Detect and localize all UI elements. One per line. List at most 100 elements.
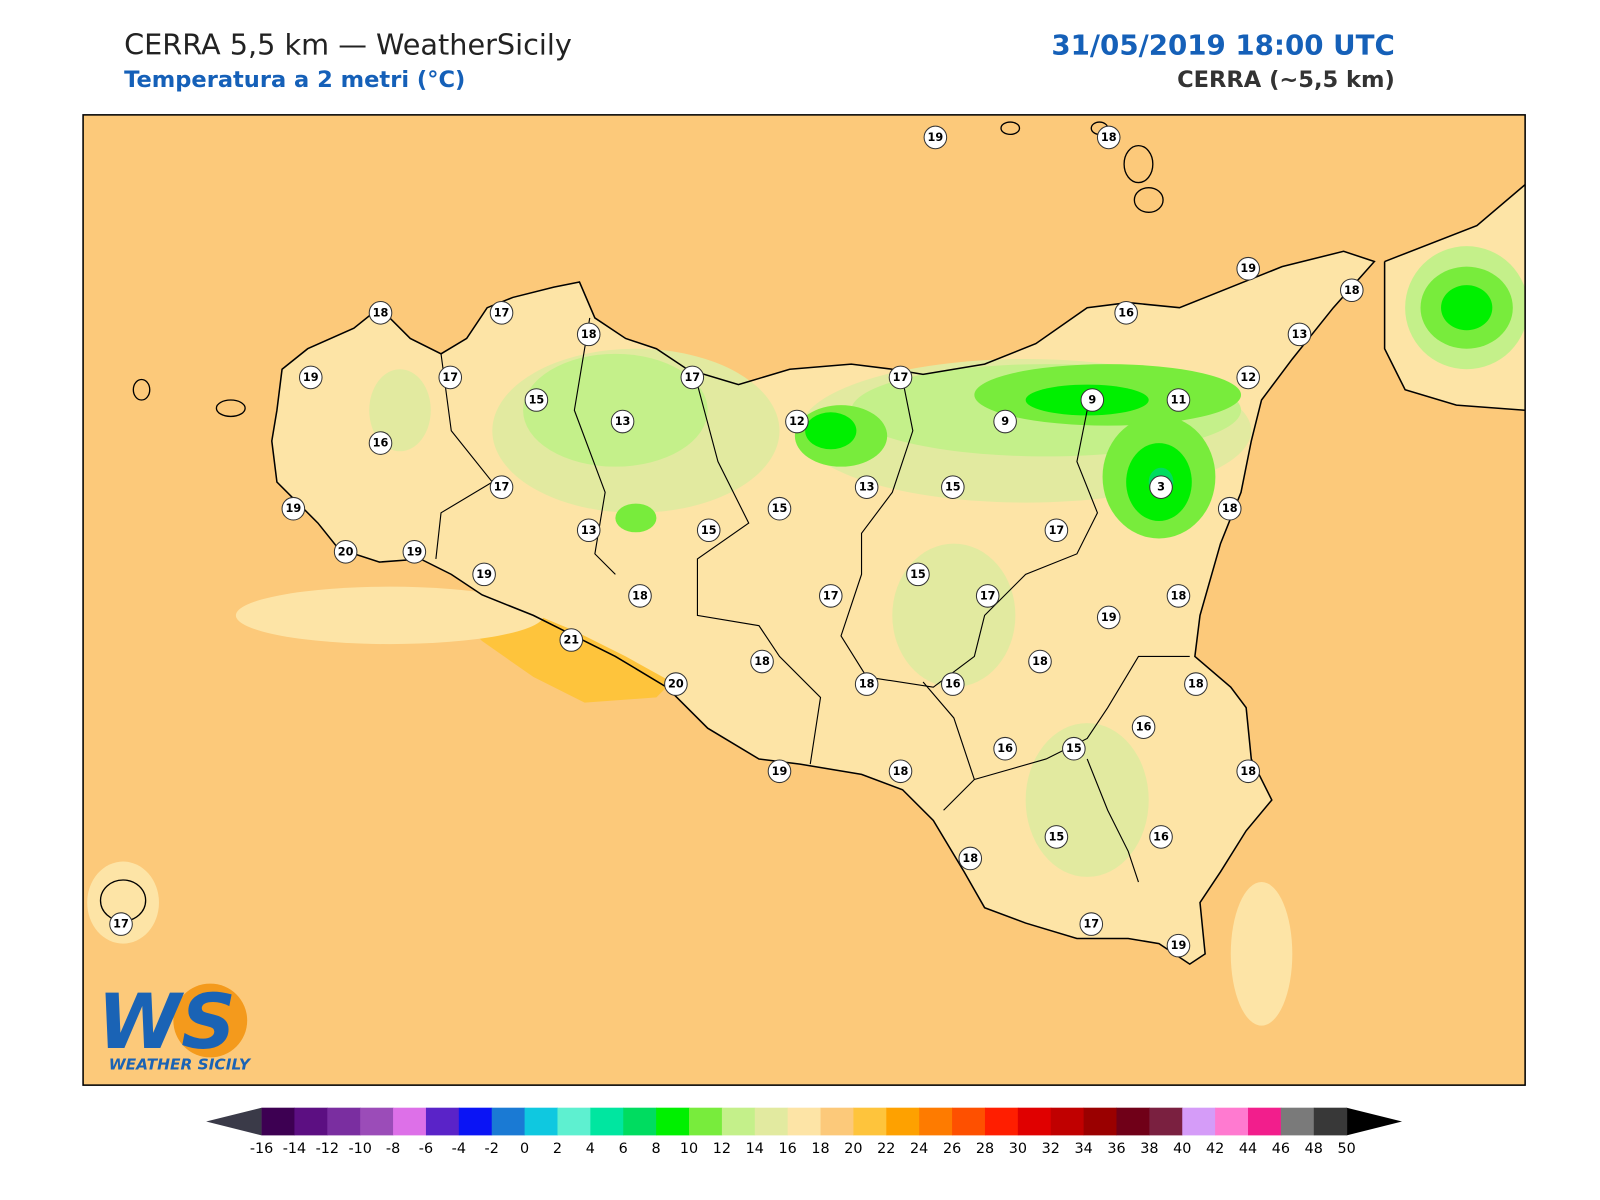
colorbar-tick-label: 40 bbox=[1173, 1141, 1191, 1157]
colorbar-tick-label: 22 bbox=[877, 1141, 895, 1157]
station-marker bbox=[1166, 584, 1191, 608]
station-value: 17 bbox=[823, 589, 839, 602]
station-marker bbox=[750, 649, 774, 674]
colorbar-tick-label: 8 bbox=[652, 1141, 661, 1157]
station-value: 15 bbox=[529, 394, 545, 407]
temp-area bbox=[369, 369, 431, 452]
colorbar-tick-label: -4 bbox=[452, 1141, 466, 1157]
temp-area bbox=[805, 412, 857, 450]
colorbar-swatch bbox=[458, 1107, 493, 1136]
station-value: 19 bbox=[1101, 611, 1117, 624]
colorbar-tick-label: 10 bbox=[680, 1141, 698, 1157]
station-marker bbox=[576, 322, 601, 347]
station-value: 15 bbox=[701, 524, 717, 537]
station-value: 15 bbox=[945, 481, 961, 494]
station-marker bbox=[1236, 365, 1260, 390]
station-value: 18 bbox=[1101, 131, 1117, 144]
colorbar-under bbox=[206, 1107, 262, 1136]
colorbar-tick-label: -8 bbox=[386, 1141, 400, 1157]
station-marker bbox=[1236, 256, 1260, 281]
station-value: 20 bbox=[668, 678, 684, 691]
station-marker bbox=[489, 301, 514, 325]
colorbar-tick-label: 18 bbox=[811, 1141, 829, 1157]
station-marker bbox=[664, 672, 688, 696]
colorbar-tick-label: 26 bbox=[943, 1141, 961, 1157]
colorbar-swatch bbox=[886, 1107, 920, 1136]
datetime: 31/05/2019 18:00 UTC bbox=[1051, 28, 1394, 61]
station-marker bbox=[975, 584, 1000, 608]
colorbar-swatch bbox=[853, 1107, 887, 1136]
province-border bbox=[696, 384, 822, 765]
logo-sun bbox=[173, 983, 248, 1058]
colorbar-swatch bbox=[360, 1107, 394, 1136]
colorbar-swatch bbox=[557, 1107, 591, 1136]
station-marker bbox=[489, 475, 514, 499]
station-marker bbox=[1114, 301, 1138, 325]
station-marker bbox=[281, 496, 306, 521]
station-marker bbox=[368, 431, 393, 455]
station-marker bbox=[333, 539, 358, 564]
colorbar-swatch bbox=[623, 1107, 657, 1136]
colorbar-tick-label: -12 bbox=[316, 1141, 339, 1157]
colorbar-swatch bbox=[1313, 1107, 1348, 1136]
colorbar-tick-label: -14 bbox=[283, 1141, 306, 1157]
station-marker bbox=[818, 584, 843, 608]
station-marker bbox=[1028, 649, 1052, 674]
colorbar-swatch bbox=[656, 1107, 690, 1136]
colorbar-tick-label: 38 bbox=[1140, 1141, 1158, 1157]
station-marker bbox=[680, 365, 705, 390]
station-value: 18 bbox=[632, 589, 648, 602]
colorbar-swatch bbox=[590, 1107, 624, 1136]
station-marker bbox=[1149, 825, 1173, 849]
colorbar-swatch bbox=[919, 1107, 953, 1136]
colorbar-tick-label: 36 bbox=[1107, 1141, 1125, 1157]
warm-area bbox=[1230, 882, 1293, 1026]
colorbar-tick-label: 6 bbox=[619, 1141, 628, 1157]
station-marker bbox=[109, 912, 133, 936]
station-marker bbox=[1080, 388, 1105, 412]
station-value: 13 bbox=[615, 415, 631, 428]
station-value: 18 bbox=[1032, 655, 1048, 668]
station-marker bbox=[941, 475, 965, 499]
island bbox=[215, 399, 246, 418]
warm-area bbox=[235, 586, 544, 645]
title: CERRA 5,5 km — WeatherSicily bbox=[124, 27, 572, 61]
model: CERRA (~5,5 km) bbox=[1177, 67, 1395, 93]
station-marker bbox=[993, 736, 1017, 761]
colorbar-tick-label: 42 bbox=[1206, 1141, 1224, 1157]
station-marker bbox=[610, 409, 635, 434]
station-value: 18 bbox=[581, 328, 597, 341]
colorbar-swatch bbox=[524, 1107, 558, 1136]
map-frame bbox=[82, 114, 1526, 1086]
station-value: 18 bbox=[1171, 589, 1187, 602]
province-border bbox=[922, 681, 976, 811]
station-value: 17 bbox=[684, 371, 700, 384]
station-value: 16 bbox=[1153, 830, 1169, 843]
station-value: 16 bbox=[1118, 306, 1134, 319]
colorbar-swatch bbox=[1280, 1107, 1315, 1136]
logo-name: WEATHER SICILY bbox=[109, 1056, 252, 1074]
temp-area bbox=[1025, 723, 1149, 877]
station-marker bbox=[1339, 278, 1364, 303]
station-marker bbox=[1184, 672, 1208, 696]
station-value: 17 bbox=[113, 918, 129, 931]
station-value: 19 bbox=[1240, 262, 1256, 275]
province-border bbox=[573, 317, 616, 575]
station-value: 16 bbox=[945, 678, 961, 691]
station-value: 11 bbox=[1171, 394, 1187, 407]
station-value: 18 bbox=[1344, 284, 1360, 297]
colorbar-swatch bbox=[327, 1107, 361, 1136]
station-value: 20 bbox=[338, 545, 354, 558]
province-border bbox=[840, 379, 1099, 688]
station-value: 15 bbox=[1066, 742, 1082, 755]
station-value: 17 bbox=[1049, 524, 1065, 537]
station-value: 17 bbox=[494, 481, 510, 494]
station-value: 13 bbox=[581, 524, 597, 537]
station-value: 18 bbox=[859, 678, 875, 691]
colorbar-tick-label: 32 bbox=[1042, 1141, 1060, 1157]
colorbar-swatch bbox=[689, 1107, 723, 1136]
island bbox=[1133, 187, 1164, 213]
station-value: 19 bbox=[1171, 939, 1187, 952]
colorbar-swatch bbox=[820, 1107, 854, 1136]
station-marker bbox=[1217, 496, 1242, 521]
